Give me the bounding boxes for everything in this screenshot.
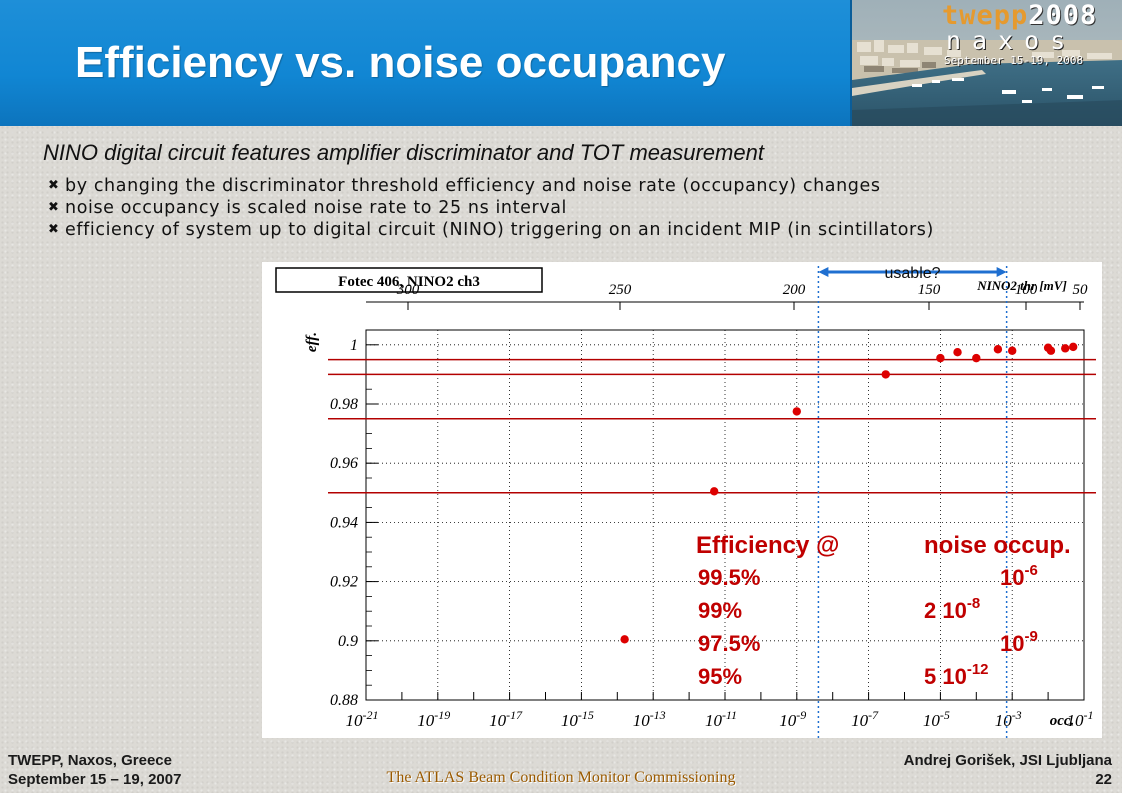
usable-arrow-left-head: [818, 267, 829, 277]
bullet-list: ✖ by changing the discriminator threshold…: [48, 175, 1108, 241]
footer-right: Andrej Gorišek, JSI Ljubljana 22: [904, 751, 1112, 789]
y-tick-label: 0.92: [330, 574, 358, 591]
data-point: [972, 353, 981, 363]
data-point: [620, 635, 629, 644]
harbor-photo-graphic: [852, 0, 1122, 126]
data-point: [993, 345, 1003, 354]
data-point: [881, 370, 890, 379]
x-tick-label: 10-19: [417, 708, 450, 730]
data-point: [1008, 346, 1017, 355]
table-occupancy-value: 5 10-12: [924, 661, 989, 689]
x-axis-title: occ.: [1050, 713, 1075, 729]
top-axis-tick-label: 200: [783, 282, 806, 298]
x-tick-label: 10-17: [489, 708, 523, 730]
footer-left: TWEPP, Naxos, Greece September 15 – 19, …: [8, 751, 181, 789]
footer-conference: TWEPP, Naxos, Greece: [8, 752, 172, 769]
chart-title-box: [275, 267, 543, 293]
table-header-occupancy: noise occup.: [924, 532, 1071, 559]
x-tick-label: 10-15: [561, 708, 594, 730]
logo-line1: twepp2008: [942, 0, 1097, 31]
top-axis-tick-label: 50: [1073, 282, 1089, 298]
y-axis-title: eff.: [304, 332, 320, 352]
logo-twepp: twepp: [942, 0, 1029, 31]
data-point: [1046, 346, 1056, 355]
x-tick-label: 10-9: [779, 708, 806, 730]
bullet-item: ✖ efficiency of system up to digital circ…: [48, 219, 1108, 241]
chart-title: Fotec 406, NINO2 ch3: [338, 274, 480, 290]
footer-dates: September 15 – 19, 2007: [8, 771, 182, 788]
cross-bullet-icon: ✖: [48, 222, 60, 237]
table-efficiency-value: 99%: [698, 598, 742, 623]
footer-talk-title: The ATLAS Beam Condition Monitor Commiss…: [386, 769, 736, 786]
table-occupancy-value: 10-9: [1000, 628, 1038, 656]
y-tick-label: 1: [350, 337, 358, 354]
usable-label: usable?: [885, 265, 941, 282]
top-axis-tick-label: 150: [918, 282, 941, 298]
bullet-text: noise occupancy is scaled noise rate to …: [65, 198, 567, 218]
logo-year: 2008: [1028, 0, 1098, 31]
bullet-item: ✖ noise occupancy is scaled noise rate to…: [48, 197, 1108, 219]
conference-logo: twepp2008 naxos September 15-19, 2008: [942, 0, 1122, 70]
data-point: [1061, 344, 1070, 353]
table-occupancy-value: 10-6: [1000, 562, 1038, 590]
x-tick-label: 10-5: [923, 708, 950, 730]
x-tick-label: 10-7: [851, 708, 879, 730]
data-point: [936, 353, 945, 363]
data-point: [792, 407, 801, 416]
x-tick-label: 10-3: [995, 708, 1022, 730]
x-tick-label: 10-1: [1067, 708, 1094, 730]
table-efficiency-value: 95%: [698, 664, 742, 689]
y-tick-label: 0.9: [338, 633, 358, 650]
conference-photo: twepp2008 naxos September 15-19, 2008: [850, 0, 1122, 126]
x-tick-label: 10-11: [705, 708, 737, 730]
top-axis-title: NINO2 thr [mV]: [976, 278, 1067, 293]
y-tick-label: 0.88: [330, 692, 358, 709]
data-point: [1068, 342, 1078, 352]
y-tick-label: 0.98: [330, 396, 358, 413]
table-efficiency-value: 99.5%: [698, 565, 760, 590]
y-tick-label: 0.94: [330, 514, 358, 531]
footer-author: Andrej Gorišek, JSI Ljubljana: [903, 752, 1112, 769]
bullet-text: efficiency of system up to digital circu…: [65, 220, 934, 240]
slide-subtitle: NINO digital circuit features amplifier …: [43, 140, 764, 165]
x-tick-label: 10-21: [346, 708, 379, 730]
table-header-efficiency: Efficiency @: [696, 532, 839, 559]
page-number: 22: [1095, 771, 1112, 788]
top-axis-tick-label: 300: [396, 282, 420, 298]
top-axis-tick-label: 250: [609, 282, 632, 298]
table-efficiency-value: 97.5%: [698, 631, 760, 656]
chart-panel: Fotec 406, NINO2 ch3 10-21 10-19 10-17 10-15…: [262, 262, 1102, 738]
logo-line3: September 15-19, 2008: [944, 54, 1084, 67]
data-point: [953, 348, 962, 357]
y-tick-label: 0.96: [330, 455, 358, 472]
cross-bullet-icon: ✖: [48, 200, 60, 215]
bullet-text: by changing the discriminator threshold …: [65, 176, 881, 196]
logo-line2: naxos: [946, 26, 1077, 55]
top-axis-tick-label: 100: [1015, 282, 1038, 298]
data-point: [709, 487, 719, 496]
bullet-item: ✖ by changing the discriminator threshold…: [48, 175, 1108, 197]
x-tick-label: 10-13: [633, 708, 666, 730]
slide-title: Efficiency vs. noise occupancy: [75, 38, 726, 87]
cross-bullet-icon: ✖: [48, 178, 60, 193]
table-occupancy-value: 2 10-8: [924, 595, 980, 623]
usable-arrow-right-head: [996, 267, 1007, 277]
